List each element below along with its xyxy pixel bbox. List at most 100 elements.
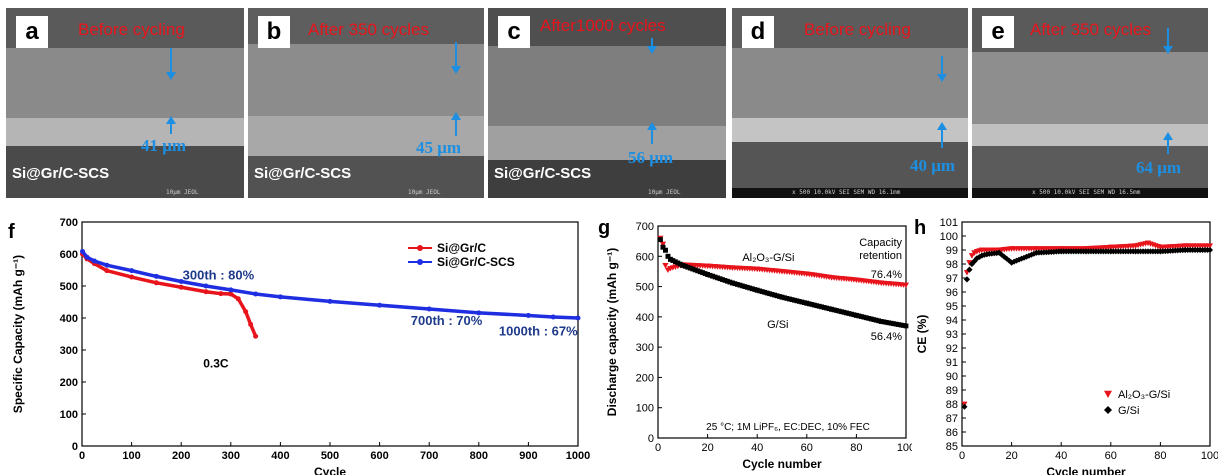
data-point xyxy=(228,291,234,297)
x-tick-label: 0 xyxy=(79,450,85,462)
y-tick-label: 500 xyxy=(60,281,78,293)
data-point xyxy=(858,314,864,319)
data-point xyxy=(737,282,743,288)
data-point xyxy=(700,270,706,276)
data-point xyxy=(762,289,768,295)
data-point xyxy=(866,315,872,321)
data-point xyxy=(79,248,85,254)
sem-thickness-a: 41 μm xyxy=(141,136,187,155)
data-point xyxy=(692,267,698,273)
legend-marker xyxy=(417,259,423,265)
data-point xyxy=(966,260,973,266)
data-point xyxy=(792,297,797,303)
x-tick-label: 100 xyxy=(1201,450,1218,462)
data-point xyxy=(1207,243,1213,249)
data-point xyxy=(730,280,735,286)
axes-frame xyxy=(657,225,907,439)
data-point xyxy=(663,247,668,253)
sem-letter-d: d xyxy=(742,16,774,48)
data-point xyxy=(1001,253,1008,260)
sem-panel-b: b After 350 cycles 45 μm Si@Gr/C-SCS 10μ… xyxy=(248,8,484,198)
x-tick-label: 900 xyxy=(519,450,537,462)
data-point xyxy=(525,312,531,318)
data-point xyxy=(883,319,889,325)
data-point xyxy=(668,256,673,262)
data-point xyxy=(203,289,209,295)
y-tick-label: 89 xyxy=(946,385,958,397)
data-point xyxy=(742,284,748,289)
data-point xyxy=(829,306,834,312)
x-axis-label: Cycle number xyxy=(742,457,822,471)
data-point xyxy=(779,294,785,300)
data-point xyxy=(715,275,720,281)
data-point xyxy=(774,293,780,299)
data-point xyxy=(253,333,259,339)
y-tick-label: 97 xyxy=(946,273,958,285)
panel-letter-h: h xyxy=(914,217,926,239)
y-tick-label: 85 xyxy=(946,441,958,453)
chart-label: 76.4% xyxy=(871,269,902,281)
data-point xyxy=(777,294,782,299)
data-point xyxy=(851,312,857,318)
y-tick-label: 700 xyxy=(636,221,654,233)
data-point xyxy=(662,262,669,269)
data-point xyxy=(752,287,758,292)
data-point xyxy=(575,315,581,321)
data-point xyxy=(961,403,968,410)
x-tick-label: 20 xyxy=(1005,450,1017,462)
x-tick-label: 600 xyxy=(370,450,388,462)
data-point xyxy=(739,283,745,289)
data-point xyxy=(836,308,842,314)
sem-letter-c: c xyxy=(498,16,530,48)
data-point xyxy=(717,276,723,282)
legend-marker xyxy=(417,245,423,251)
x-tick-label: 0 xyxy=(959,450,965,462)
data-point xyxy=(804,300,810,306)
y-tick-label: 0 xyxy=(72,441,78,453)
data-point xyxy=(769,291,775,297)
data-point xyxy=(811,302,817,308)
y-tick-label: 300 xyxy=(636,342,654,354)
sem-sample-a: Si@Gr/C-SCS xyxy=(12,165,110,182)
y-tick-label: 100 xyxy=(60,409,78,421)
x-tick-label: 1000 xyxy=(566,450,590,462)
data-point xyxy=(84,254,90,260)
data-point xyxy=(831,307,837,313)
y-tick-label: 86 xyxy=(946,427,958,439)
data-point xyxy=(178,284,184,290)
data-point xyxy=(824,305,830,311)
x-axis-label: Cycle xyxy=(314,465,346,475)
y-tick-label: 200 xyxy=(60,377,78,389)
data-point xyxy=(764,290,770,296)
data-point xyxy=(861,314,867,320)
data-point xyxy=(702,271,708,276)
y-tick-label: 700 xyxy=(60,217,78,229)
y-tick-label: 93 xyxy=(946,329,958,341)
data-point xyxy=(672,259,678,265)
data-point xyxy=(707,272,713,278)
data-point xyxy=(794,298,800,304)
x-tick-label: 60 xyxy=(1105,450,1117,462)
plot-area-h: 0 20 40 60 80 100 85 86 87 88 89 90 91 92 93 94 95 96 97 98… xyxy=(915,217,1218,475)
data-point xyxy=(690,266,696,272)
annotation: 300th : 80% xyxy=(183,268,255,283)
data-point xyxy=(153,273,159,279)
data-point xyxy=(757,288,763,294)
y-tick-label: 92 xyxy=(946,343,958,355)
data-point xyxy=(665,253,671,259)
data-point xyxy=(873,317,879,323)
legend-label: Al₂O₃-G/Si xyxy=(1118,389,1170,401)
data-point xyxy=(129,268,135,274)
y-tick-label: 100 xyxy=(636,403,654,415)
data-point xyxy=(744,284,750,290)
annotation: 700th : 70% xyxy=(411,313,483,328)
data-point xyxy=(129,274,135,280)
data-point xyxy=(153,280,159,286)
panel-letter-f: f xyxy=(8,221,15,243)
sem-thickness-e: 64 μm xyxy=(1136,158,1182,177)
data-point xyxy=(772,292,777,298)
data-point xyxy=(844,310,849,316)
sem-title-c: After1000 cycles xyxy=(540,16,666,35)
y-tick-label: 400 xyxy=(60,313,78,325)
data-point xyxy=(814,303,820,309)
